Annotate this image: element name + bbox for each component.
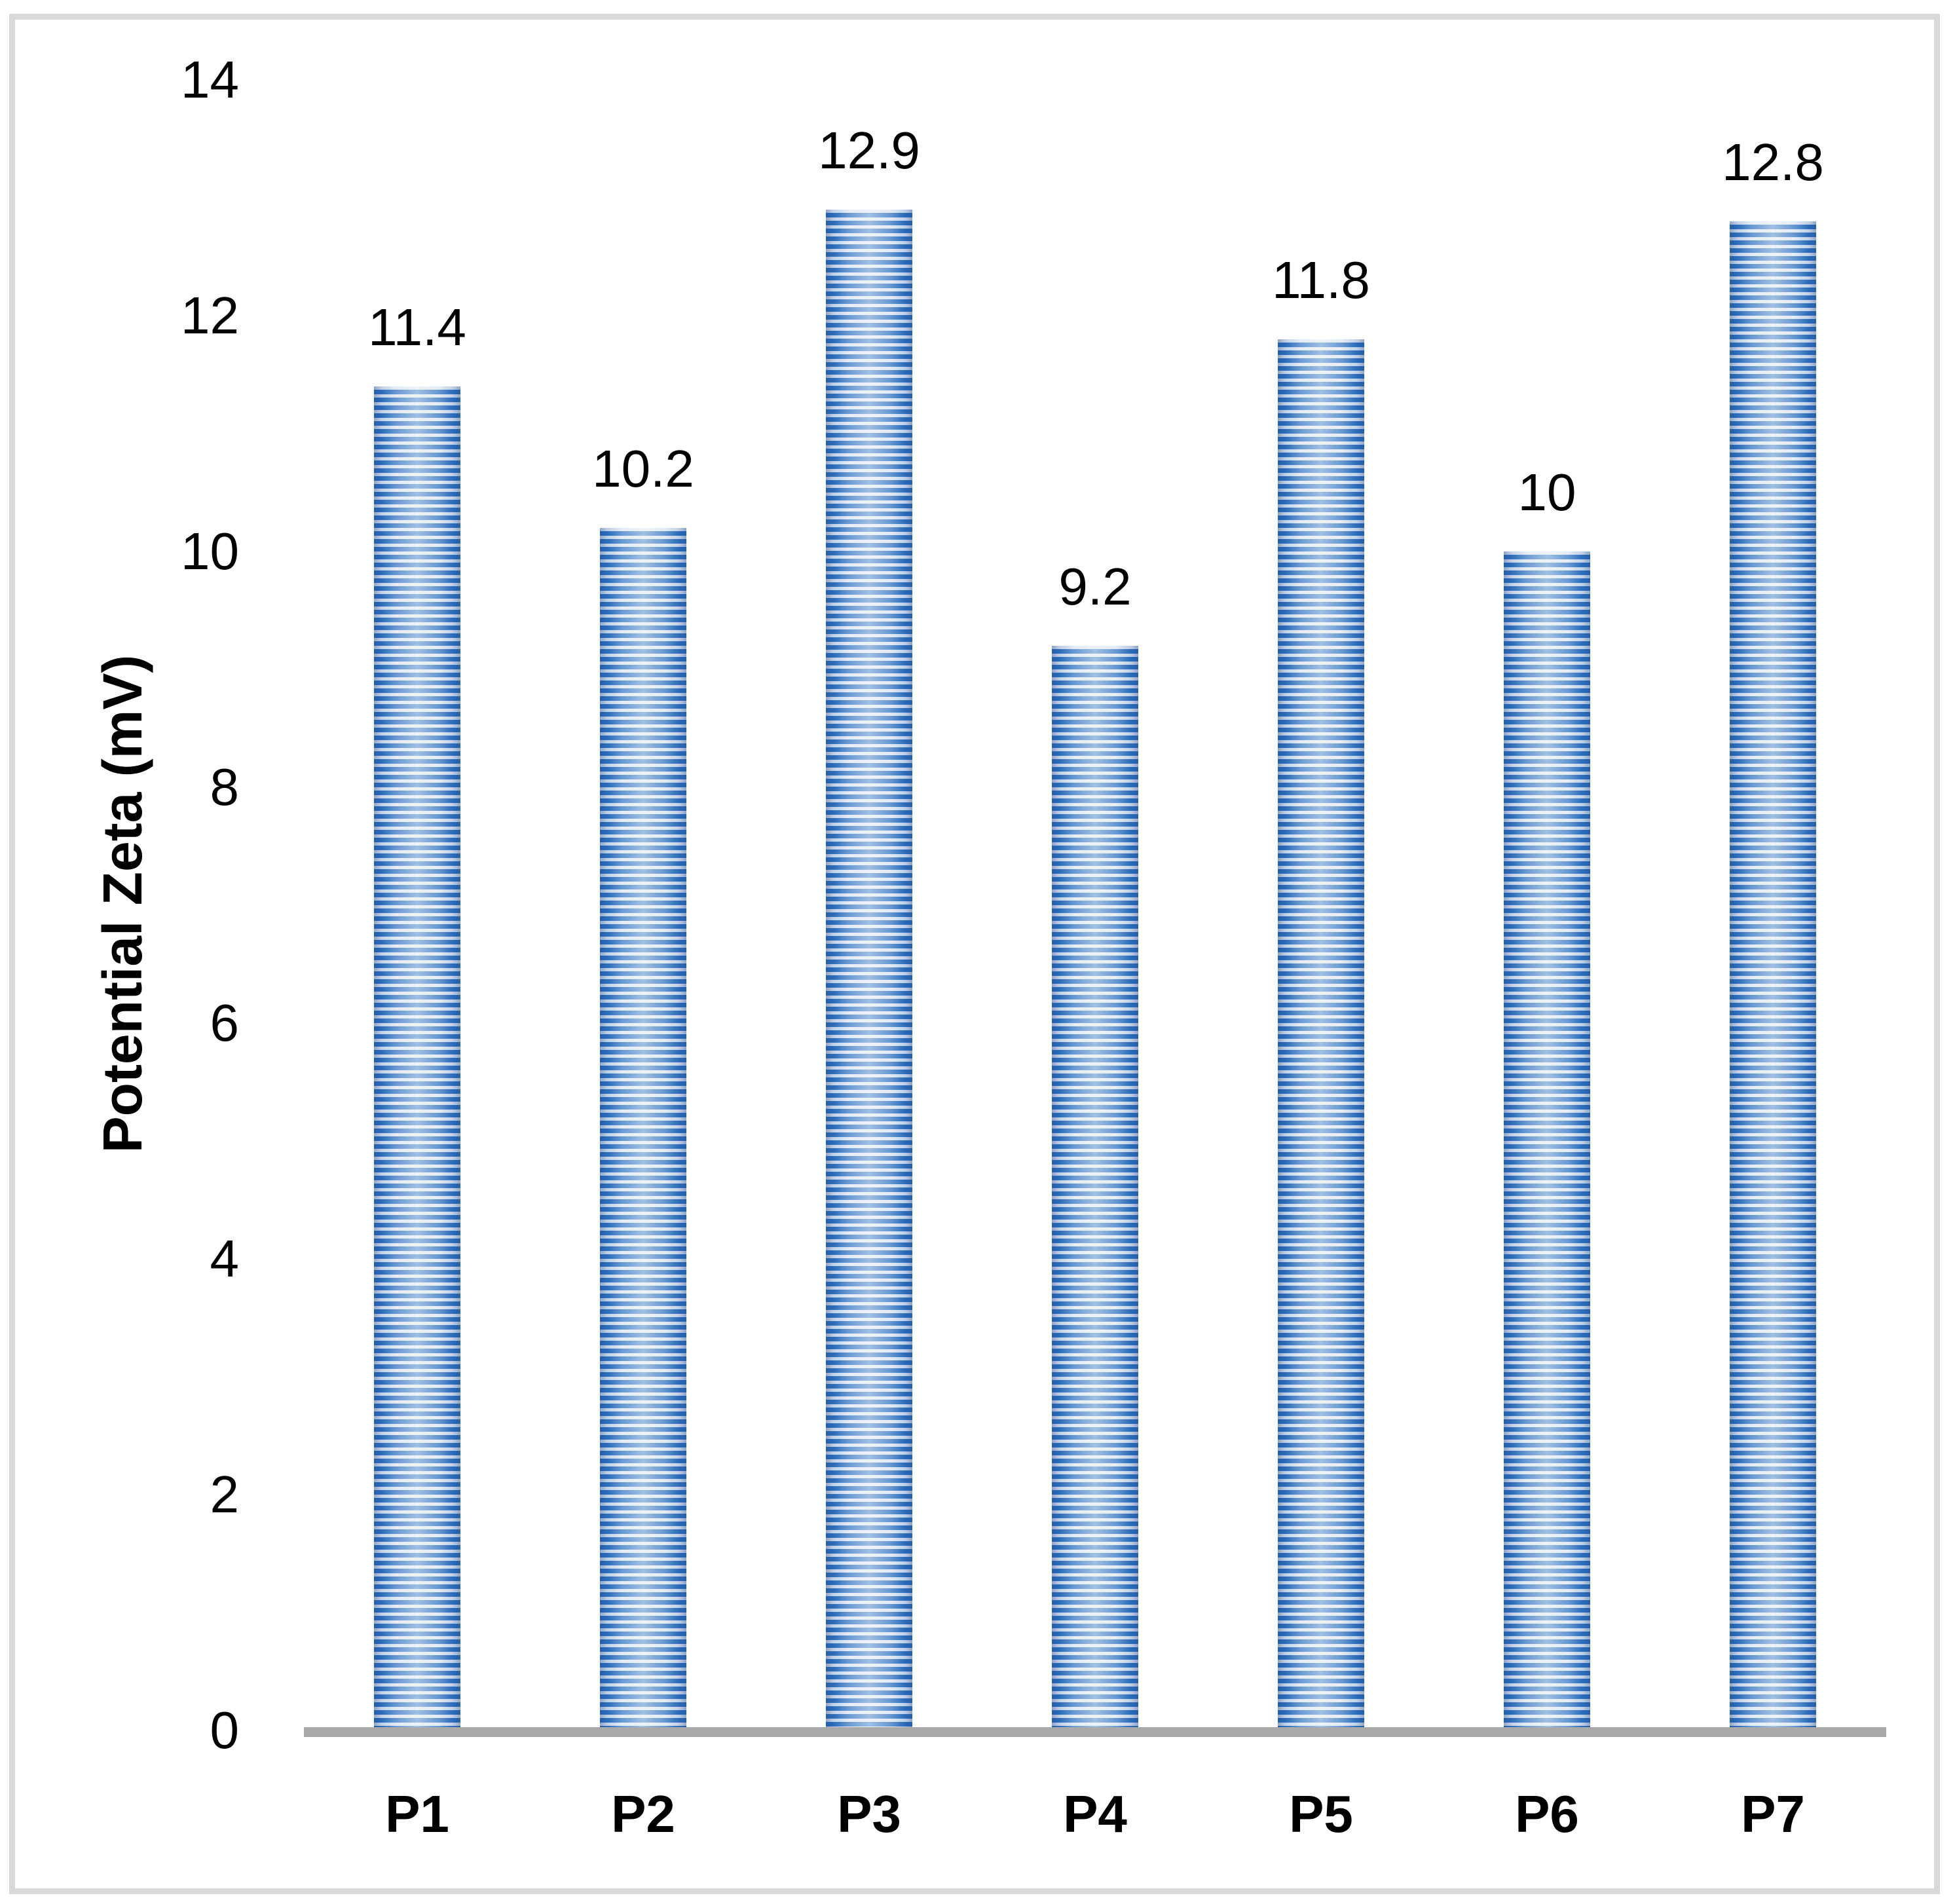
y-axis-tick-label-4: 4	[210, 1229, 240, 1288]
bar-p3	[826, 210, 912, 1732]
category-label-p1: P1	[385, 1785, 449, 1843]
y-axis-tick-label-14: 14	[181, 50, 239, 109]
bar-p7	[1730, 221, 1816, 1732]
data-label-p3: 12.9	[818, 121, 920, 179]
bar-p2	[600, 528, 686, 1732]
data-label-p1: 11.4	[368, 298, 466, 356]
y-axis-tick-label-6: 6	[210, 994, 240, 1052]
category-label-p3: P3	[837, 1785, 901, 1843]
bar-p1	[374, 386, 460, 1732]
data-label-p5: 11.8	[1272, 251, 1370, 309]
data-label-p7: 12.8	[1722, 133, 1824, 191]
data-label-p6: 10	[1517, 463, 1576, 521]
y-axis-tick-label-12: 12	[181, 286, 239, 345]
data-label-p2: 10.2	[592, 439, 694, 498]
y-axis-tick-label-8: 8	[210, 758, 240, 816]
data-label-p4: 9.2	[1058, 557, 1132, 616]
x-axis-line	[304, 1727, 1886, 1737]
category-label-p4: P4	[1063, 1785, 1127, 1843]
category-label-p5: P5	[1289, 1785, 1353, 1843]
bar-p5	[1278, 339, 1364, 1732]
y-axis-tick-label-10: 10	[181, 522, 239, 580]
y-axis-tick-label-0: 0	[210, 1701, 240, 1759]
chart-border-frame	[9, 14, 1940, 1894]
category-label-p6: P6	[1515, 1785, 1579, 1843]
category-label-p7: P7	[1741, 1785, 1805, 1843]
category-label-p2: P2	[611, 1785, 675, 1843]
bar-p6	[1504, 551, 1590, 1732]
bar-p4	[1052, 646, 1138, 1732]
y-axis-tick-label-2: 2	[210, 1465, 240, 1523]
y-axis-title: Potential Zeta (mV)	[92, 654, 153, 1153]
